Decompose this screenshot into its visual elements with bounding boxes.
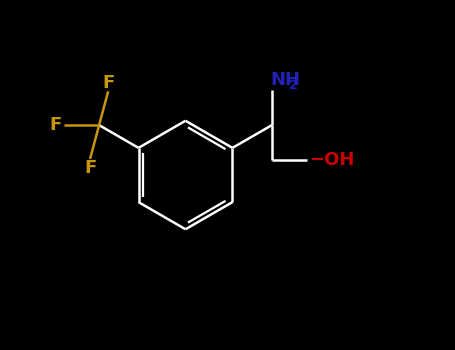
Text: 2: 2 bbox=[289, 79, 298, 92]
Text: NH: NH bbox=[270, 71, 300, 89]
Text: F: F bbox=[102, 74, 114, 92]
Text: −OH: −OH bbox=[308, 151, 354, 169]
Text: F: F bbox=[49, 116, 61, 134]
Text: F: F bbox=[84, 159, 96, 177]
